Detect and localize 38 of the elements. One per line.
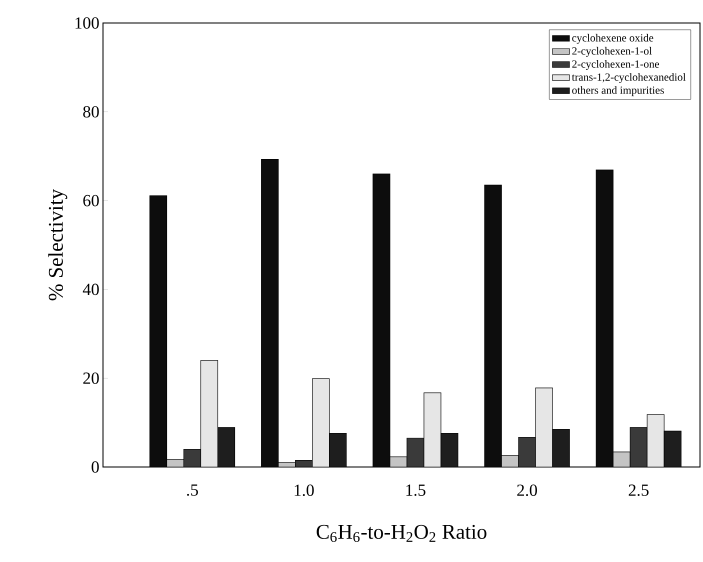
bar [536, 388, 553, 467]
bar [552, 429, 570, 467]
x-tick-label: 1.0 [294, 484, 314, 496]
bar [646, 414, 664, 467]
bar [261, 159, 278, 467]
bar [518, 437, 536, 467]
legend-label: trans-1,2-cyclohexanediol [572, 73, 686, 84]
bar [218, 427, 235, 467]
bar [372, 174, 390, 467]
bar [200, 360, 218, 467]
y-tick-label: 20 [83, 372, 99, 384]
bar [596, 170, 614, 467]
text: C$_{6}$H$_{6}$-to-H$_{2}$O$_{2}$ Ratio [316, 524, 486, 542]
bar [184, 449, 201, 467]
legend-label: others and impurities [572, 86, 664, 96]
y-axis-title: % Selectivity [48, 189, 68, 300]
x-tick-label: 1.5 [406, 484, 426, 496]
bar [424, 392, 441, 467]
x-tick-label: .5 [187, 484, 198, 496]
y-tick-label: 100 [76, 17, 99, 29]
y-tick-label: 0 [92, 461, 99, 473]
x-tick-label: 2.0 [517, 484, 537, 496]
bar [312, 378, 330, 467]
legend-label: 2-cyclohexen-1-ol [572, 46, 652, 57]
bar [630, 427, 648, 467]
y-tick-label: 80 [83, 106, 99, 118]
y-tick-label: 40 [82, 284, 99, 296]
legend-label: 2-cyclohexen-1-one [572, 60, 660, 70]
bar [440, 433, 458, 467]
bar [664, 430, 682, 467]
bar [612, 452, 630, 467]
y-tick-label: 60 [83, 194, 99, 206]
bar [329, 433, 346, 467]
bar [150, 196, 167, 467]
legend-label: cyclohexene oxide [572, 34, 654, 44]
bar [484, 185, 502, 467]
x-tick-label: 2.5 [628, 484, 649, 496]
bar [406, 438, 424, 467]
